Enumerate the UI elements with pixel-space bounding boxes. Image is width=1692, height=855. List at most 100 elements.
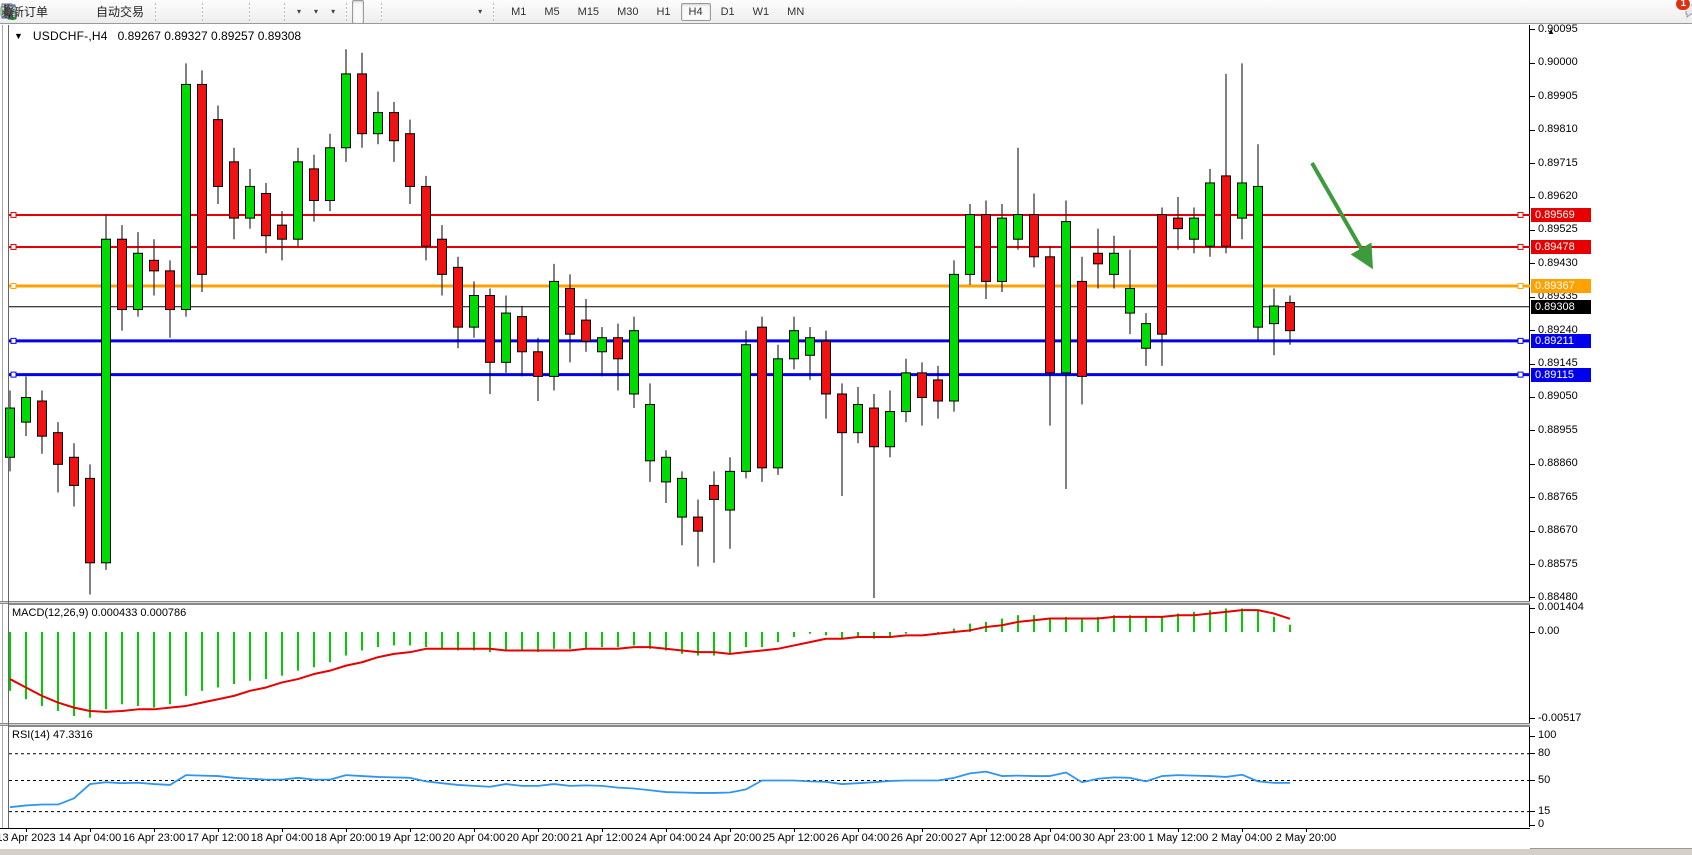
svg-text:A: A: [4, 5, 13, 19]
arrows-button[interactable]: ▾: [3, 0, 488, 24]
date-tick-mark: [346, 829, 347, 832]
line-chart-mode-button[interactable]: [1, 0, 197, 24]
panel-separator[interactable]: [0, 601, 1530, 604]
date-tick-mark: [154, 829, 155, 832]
trendline-button[interactable]: [2, 0, 423, 24]
axis-tick-dash: [1530, 96, 1535, 98]
market-button[interactable]: [1, 0, 78, 24]
date-tick-mark: [922, 829, 923, 832]
zoom-in-button[interactable]: [2, 0, 220, 24]
rsi-axis-tick: 80: [1538, 746, 1551, 759]
price-axis-tick: 0.89430: [1538, 256, 1578, 269]
chart-shift-button[interactable]: [1, 0, 279, 24]
date-axis-label: 16 Apr 23:00: [122, 832, 186, 844]
tf-m5-button[interactable]: M5: [544, 5, 560, 18]
date-axis-label: 1 May 12:00: [1147, 832, 1209, 844]
chart-symbol-title: USDCHF-,H4: [32, 29, 108, 43]
signals-button[interactable]: [0, 0, 90, 24]
date-tick-mark: [1050, 829, 1051, 832]
text-label-icon: T: [1, 5, 16, 18]
price-axis-tick: 0.89620: [1538, 190, 1578, 202]
bar-chart-mode-button[interactable]: [1, 0, 173, 24]
date-axis-label: 13 Apr 2023: [0, 832, 56, 844]
templates-button[interactable]: ▾: [1, 0, 341, 24]
svg-text:E: E: [11, 14, 15, 20]
horizontal-line-button[interactable]: [2, 0, 411, 24]
history-center-button[interactable]: [1, 0, 66, 24]
tf-mn-button[interactable]: MN: [787, 5, 805, 18]
fibonacci-button[interactable]: F: [2, 0, 447, 24]
main-chart-canvas[interactable]: [0, 25, 1530, 601]
date-axis-label: 24 Apr 20:00: [698, 832, 762, 844]
date-tick-mark: [1178, 829, 1179, 832]
cursor-button[interactable]: [4, 0, 365, 24]
axis-tick-dash: [1530, 463, 1535, 465]
axis-tick-dash: [1530, 564, 1535, 566]
tf-m15-button[interactable]: M15: [577, 5, 600, 18]
vertical-line-button[interactable]: [7, 0, 399, 24]
tile-windows-button[interactable]: [1, 0, 244, 24]
date-axis-label: 18 Apr 04:00: [250, 832, 314, 844]
svg-text:T: T: [6, 7, 12, 18]
auto-scroll-button[interactable]: [1, 0, 267, 24]
rsi-panel-canvas[interactable]: [0, 726, 1530, 827]
macd-label: MACD(12,26,9) 0.000433 0.000786: [12, 607, 187, 619]
axis-tick-dash: [1530, 530, 1535, 532]
price-axis-tick: 0.88480: [1538, 590, 1578, 603]
axis-tick-dash: [1530, 229, 1535, 231]
text-label-button[interactable]: T: [1, 0, 471, 24]
axis-tick-dash: [1530, 824, 1535, 826]
axis-tick-dash: [1530, 718, 1535, 720]
axis-tick-dash: [1530, 497, 1535, 499]
panel-separator[interactable]: [0, 723, 1530, 726]
date-tick-mark: [986, 829, 987, 832]
equidistant-channel-button[interactable]: E: [1, 0, 435, 24]
macd-axis-tick: 0.00: [1538, 625, 1560, 637]
date-tick-mark: [858, 829, 859, 832]
date-tick-mark: [1114, 829, 1115, 832]
notification-badge: 1: [1675, 0, 1691, 11]
axis-tick-dash: [1530, 129, 1535, 131]
date-tick-mark: [602, 829, 603, 832]
level-price-tag: 0.89367: [1531, 278, 1591, 293]
scroll-up-marker[interactable]: ▲: [1547, 27, 1555, 36]
date-tick-mark: [410, 829, 411, 832]
arrows-icon: [3, 6, 14, 17]
dropdown-caret-icon: ▾: [314, 7, 319, 16]
date-axis-label: 2 May 20:00: [1275, 832, 1337, 844]
price-axis-tick: 0.89810: [1538, 123, 1578, 136]
date-tick-mark: [1242, 829, 1243, 832]
crosshair-button[interactable]: [2, 0, 376, 24]
price-axis-tick: 0.88765: [1538, 490, 1578, 503]
tf-w1-button[interactable]: W1: [752, 5, 770, 18]
price-axis[interactable]: 0.90095 0.90000 0.89905 0.89810 0.89715 0.896…: [1530, 22, 1692, 848]
auto-trading-button[interactable]: 自动交易: [0, 0, 150, 24]
toolbar: 新订单 自动交易: [0, 0, 1692, 24]
collapse-icon[interactable]: ▼: [14, 31, 23, 41]
date-axis-label: 20 Apr 20:00: [506, 832, 570, 844]
zoom-out-button[interactable]: [2, 0, 232, 24]
candlestick-mode-button[interactable]: [1, 0, 185, 24]
tf-h4-button[interactable]: H4: [680, 2, 711, 21]
price-axis-tick: 0.89240: [1538, 323, 1578, 336]
axis-tick-dash: [1530, 330, 1535, 332]
dropdown-caret-icon: ▾: [331, 7, 336, 16]
date-axis-label: 21 Apr 12:00: [570, 832, 634, 844]
date-axis-label: 17 Apr 12:00: [186, 832, 250, 844]
macd-axis-tick: 0.001404: [1538, 601, 1584, 614]
tf-d1-button[interactable]: D1: [720, 5, 735, 18]
level-price-tag: 0.89211: [1531, 333, 1591, 348]
periods-button[interactable]: ▾: [1, 0, 324, 24]
date-axis[interactable]: 13 Apr 2023 14 Apr 04:00 16 Apr 23:00 17 Ap…: [0, 828, 1530, 849]
tf-h1-button[interactable]: H1: [656, 5, 671, 18]
tf-m1-button[interactable]: M1: [511, 5, 527, 18]
price-axis-tick: 0.90095: [1538, 22, 1578, 35]
date-axis-label: 2 May 04:00: [1211, 832, 1273, 844]
indicators-button[interactable]: ▾: [1, 0, 307, 24]
rsi-axis-tick: 15: [1538, 804, 1551, 817]
text-button[interactable]: A: [4, 0, 459, 24]
window-bottom-strip: [0, 848, 1692, 855]
macd-panel-canvas[interactable]: [0, 604, 1530, 723]
tf-m30-button[interactable]: M30: [617, 5, 639, 18]
